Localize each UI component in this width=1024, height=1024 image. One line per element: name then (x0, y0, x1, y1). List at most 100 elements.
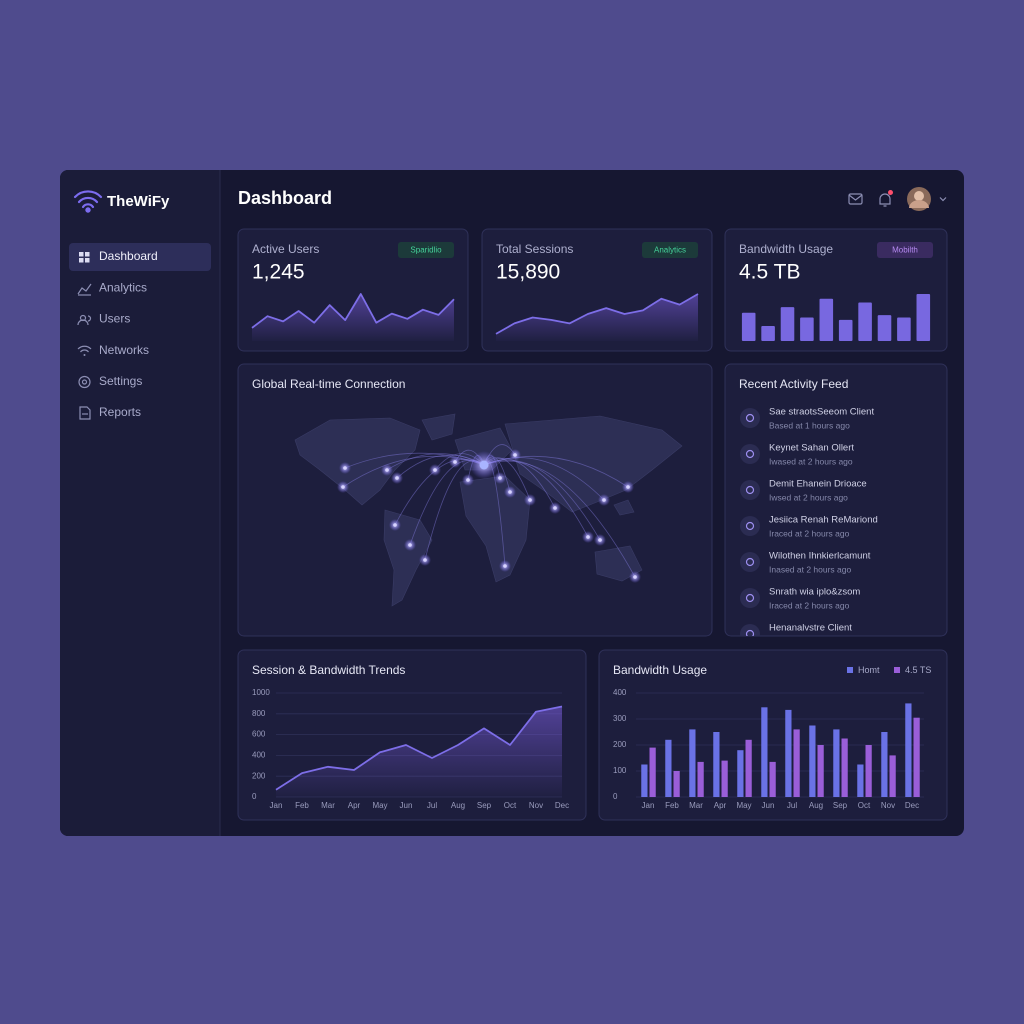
kpi-badge-bg[interactable] (642, 242, 698, 258)
nav-item[interactable]: Analytics (99, 280, 147, 294)
x-tick-label: Jul (427, 801, 437, 810)
nav-item[interactable]: Settings (99, 374, 142, 388)
spark-bar (800, 317, 814, 341)
feed-icon (740, 480, 760, 500)
nav-item[interactable]: Users (99, 312, 130, 326)
nav-item[interactable]: Networks (99, 343, 149, 357)
legend-label[interactable]: Homt (858, 665, 880, 675)
bar (737, 750, 744, 797)
feed-icon (740, 624, 760, 636)
bar (697, 761, 704, 797)
feed-name[interactable]: Demit Ehanein Drioace (769, 479, 867, 490)
feed-icon-glyph (745, 557, 755, 567)
feed-time: Iraced at 2 hours ago (769, 528, 850, 538)
dot (393, 523, 397, 527)
y-tick-label: 1000 (252, 688, 270, 697)
spark-bar (741, 312, 756, 341)
dot (586, 535, 590, 539)
brand-logo (73, 190, 103, 213)
bar (857, 764, 864, 797)
kpi-badge[interactable]: Sparidlio (410, 246, 442, 255)
dot (528, 498, 532, 502)
feed-icon (740, 408, 760, 428)
legend-swatch[interactable] (894, 667, 900, 673)
nav-item[interactable]: Dashboard (99, 249, 158, 263)
hub (479, 460, 489, 470)
x-tick-label: Feb (295, 801, 309, 810)
bar (641, 764, 648, 797)
legend-label[interactable]: 4.5 TS (905, 665, 931, 675)
feed-icon (740, 444, 760, 464)
bar (649, 747, 656, 797)
x-tick-label: Oct (858, 801, 871, 810)
feed-name[interactable]: Wilothen Ihnkierlcamunt (769, 551, 871, 562)
kpi-badge-bg[interactable] (877, 242, 933, 258)
kpi-badge[interactable]: Analytics (654, 246, 686, 255)
spark-bar (916, 294, 931, 341)
x-tick-label: Sep (833, 801, 848, 810)
x-tick-label: Aug (809, 801, 823, 810)
header-actions[interactable] (848, 187, 947, 211)
feed-name[interactable]: Jesiica Renah ReMariond (769, 515, 878, 526)
kpi-card (724, 228, 948, 352)
y-tick-label: 400 (252, 751, 266, 760)
spark-bar (819, 298, 834, 341)
feed-icon-glyph (745, 521, 755, 531)
x-tick-label: Oct (504, 801, 517, 810)
arc (344, 452, 485, 469)
x-tick-label: Jun (762, 801, 775, 810)
x-tick-label: Aug (451, 801, 465, 810)
dot (408, 543, 412, 547)
dot (341, 485, 345, 489)
bar (673, 771, 680, 797)
feed-name[interactable]: Snrath wia iplo&zsom (769, 587, 860, 598)
spark-bar (761, 325, 775, 341)
feed-time: Iwased at 2 hours ago (769, 456, 853, 466)
nav-icons (77, 252, 92, 420)
world-map (294, 413, 683, 607)
spark-bar (780, 307, 795, 341)
dot (385, 468, 389, 472)
x-tick-label: Feb (665, 801, 679, 810)
feed-time: Iraced at 2 hours ago (769, 600, 850, 610)
spark-bar (897, 317, 911, 341)
chart-title: Bandwidth Usage (613, 663, 707, 677)
kpi-badge[interactable]: Mobilth (892, 246, 918, 255)
bar (665, 739, 672, 797)
bar (793, 729, 800, 797)
brand-name[interactable]: TheWiFy (107, 193, 170, 210)
spark-line (251, 293, 455, 329)
dot (395, 476, 399, 480)
legend-swatch[interactable] (847, 667, 853, 673)
x-tick-label: Jan (270, 801, 283, 810)
bar (689, 729, 696, 797)
bar (865, 745, 872, 797)
map-title: Global Real-time Connection (252, 377, 405, 391)
x-tick-label: Jul (787, 801, 797, 810)
y-tick-label: 300 (613, 714, 627, 723)
line (275, 705, 563, 791)
feed-name[interactable]: Sae straotsSeeom Client (769, 407, 874, 418)
nav-item[interactable]: Reports (99, 405, 141, 419)
kpi-label: Total Sessions (496, 242, 573, 256)
dot (602, 498, 606, 502)
feed-name[interactable]: Henanalvstre Client (769, 623, 852, 634)
dot (453, 460, 457, 464)
nav-active-bg (69, 243, 211, 271)
kpi-badge-bg[interactable] (398, 242, 454, 258)
arc (483, 456, 629, 488)
x-tick-label: May (372, 801, 387, 810)
feed-icon-glyph (745, 629, 755, 636)
dot (598, 538, 602, 542)
feed-name[interactable]: Keynet Sahan Ollert (769, 443, 854, 454)
bar (817, 745, 824, 797)
x-tick-label: Nov (881, 801, 895, 810)
bar (833, 729, 840, 797)
y-tick-label: 400 (613, 688, 627, 697)
kpi-label: Bandwidth Usage (739, 242, 833, 256)
spark-area (252, 294, 454, 341)
dot (633, 575, 637, 579)
spark-bar (858, 302, 872, 341)
x-tick-label: Apr (714, 801, 727, 810)
feed-icon (740, 588, 760, 608)
